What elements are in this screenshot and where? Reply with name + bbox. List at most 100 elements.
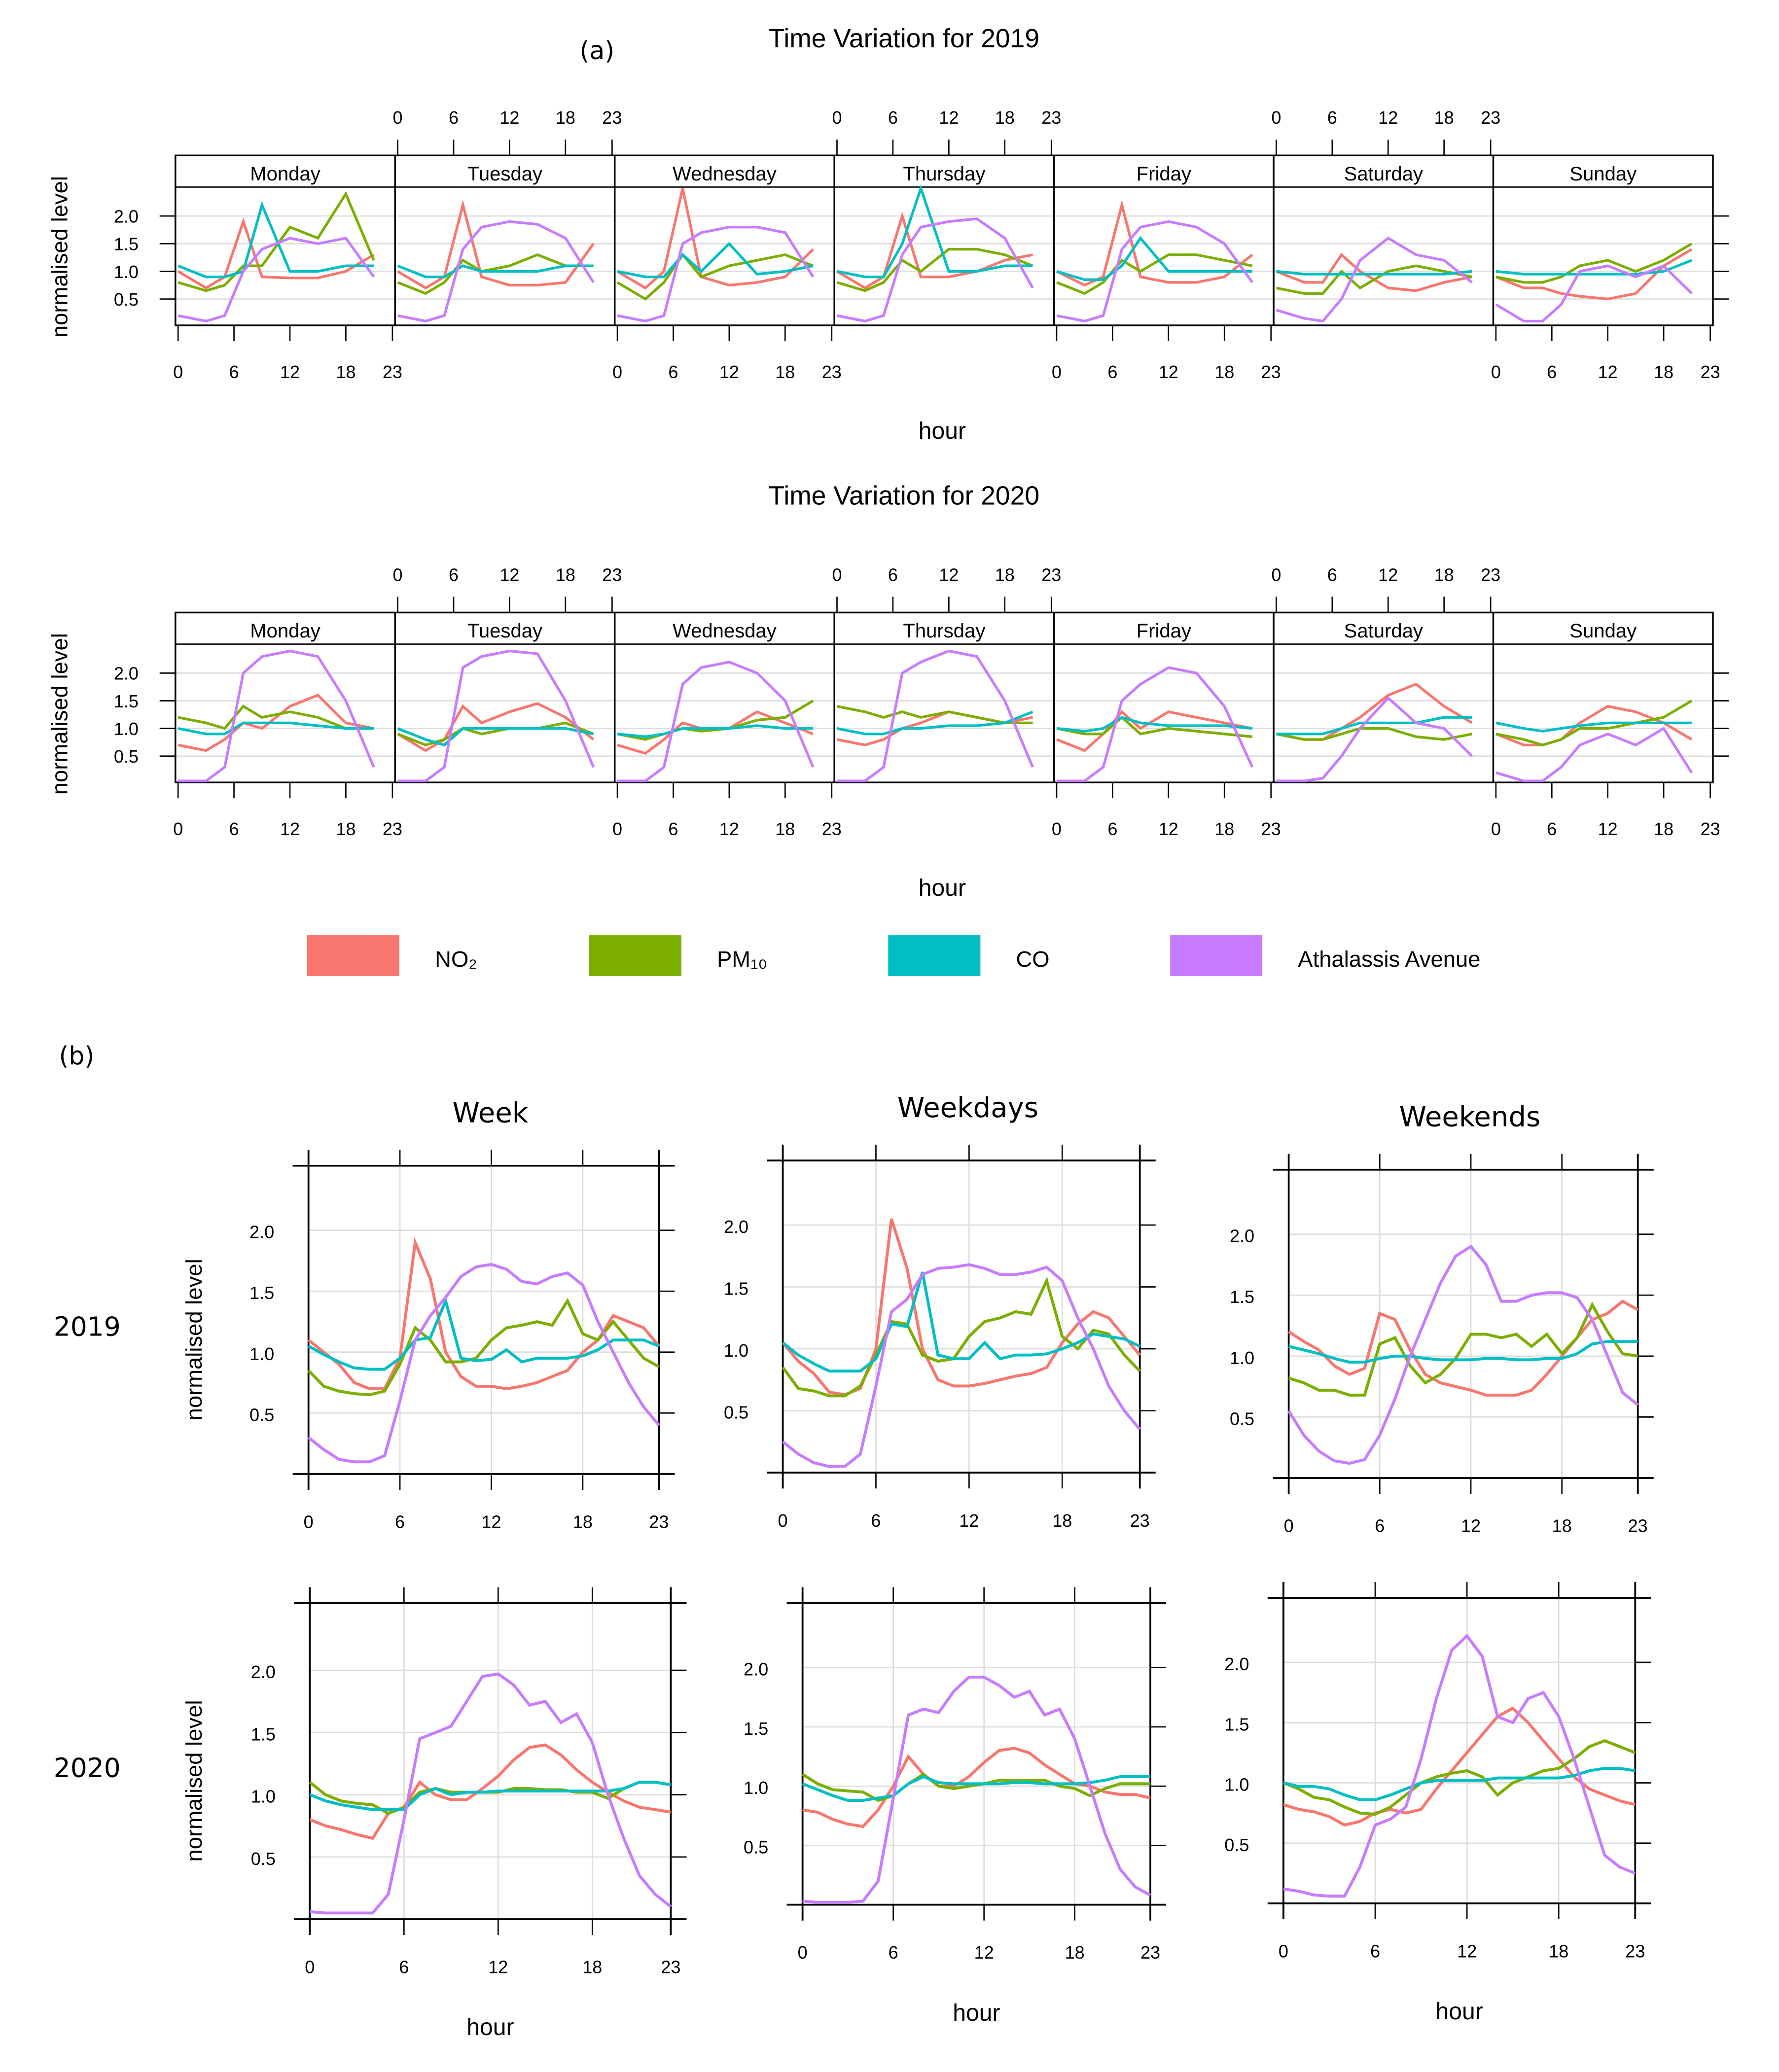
y-tick-label: 1.5 [1230, 1287, 1254, 1307]
strip-label-saturday: Saturday [1344, 163, 1423, 185]
x-tick-label: 12 [1159, 362, 1178, 382]
y-axis-label: normalised level [181, 1259, 207, 1420]
x-tick-label: 6 [395, 1511, 405, 1532]
y-tick-label: 2.0 [114, 207, 139, 227]
y-axis-label: normalised level [47, 176, 72, 338]
x-tick-label: 18 [1434, 564, 1454, 585]
x-axis-label: hour [919, 875, 966, 901]
x-tick-label: 0 [1491, 819, 1501, 839]
x-tick-label: 6 [1327, 564, 1337, 585]
x-tick-label: 6 [1107, 819, 1117, 839]
x-tick-label: 23 [1041, 564, 1061, 585]
x-tick-label: 0 [1052, 819, 1062, 839]
series-line-pm10 [836, 705, 1033, 725]
chart-title: Time Variation for 2020 [769, 481, 1039, 510]
x-tick-label: 0 [778, 1510, 788, 1531]
series-line-no2 [1283, 1706, 1636, 1827]
x-tick-label: 0 [612, 819, 622, 839]
series-line-no2 [1056, 710, 1253, 752]
strip-label-saturday: Saturday [1344, 620, 1423, 642]
strip-label-friday: Friday [1137, 620, 1191, 642]
strip-label-sunday: Sunday [1569, 163, 1637, 185]
x-tick-label: 12 [1159, 819, 1178, 839]
series-line-co [1056, 236, 1252, 281]
x-tick-label: 6 [668, 362, 678, 382]
series-line-athalassis-avenue [782, 1263, 1141, 1468]
y-tick-label: 1.5 [1224, 1714, 1249, 1734]
y-tick-label: 0.5 [744, 1837, 768, 1857]
small-chart-2019-week: 0 6 12 18 23 0.5 1.0 1.5 2.0 Week normalised level… [54, 1097, 675, 1532]
x-tick-label: 12 [1378, 107, 1398, 128]
x-tick-label: 12 [719, 362, 739, 382]
x-tick-label: 6 [1375, 1515, 1385, 1536]
legend-swatch-no2 [307, 935, 400, 976]
x-tick-label: 18 [573, 1511, 593, 1532]
x-tick-label: 0 [612, 362, 622, 382]
x-tick-label: 6 [1370, 1941, 1380, 1962]
x-tick-label: 23 [1481, 564, 1500, 585]
plot-frame [175, 154, 1714, 326]
series-line-pm10 [1495, 700, 1693, 747]
series-line-athalassis-avenue [1287, 1244, 1639, 1465]
x-tick-label: 18 [1654, 819, 1673, 839]
small-chart-2020-week: 0 6 12 18 23 0.5 1.0 1.5 2.0 hour normalised level… [54, 1587, 687, 2040]
series-line-co [1276, 716, 1472, 736]
y-tick-label: 0.5 [1224, 1835, 1249, 1855]
series-line-co [397, 264, 594, 279]
x-tick-label: 18 [1434, 107, 1454, 128]
series-line-pm10 [802, 1772, 1151, 1802]
x-tick-label: 0 [305, 1957, 315, 1977]
x-tick-label: 0 [1271, 564, 1281, 585]
x-tick-label: 23 [1481, 107, 1500, 128]
x-tick-label: 23 [383, 362, 402, 382]
y-tick-label: 0.5 [724, 1403, 748, 1423]
series-line-pm10 [1288, 1301, 1638, 1397]
series-line-co [178, 201, 374, 279]
series-line-co [178, 721, 374, 736]
series-line-pm10 [307, 1298, 660, 1397]
y-axis-label: normalised level [181, 1700, 207, 1861]
x-tick-label: 6 [399, 1957, 409, 1977]
series-line-athalassis-avenue [397, 220, 595, 323]
x-tick-label: 12 [499, 107, 519, 128]
x-tick-label: 6 [229, 819, 239, 839]
x-tick-label: 12 [959, 1510, 979, 1531]
plot-frame [175, 611, 1714, 783]
series-line-athalassis-avenue [802, 1676, 1151, 1904]
y-tick-label: 1.0 [251, 1787, 276, 1807]
row-label-year: 2019 [54, 1311, 121, 1342]
x-tick-label: 12 [719, 819, 739, 839]
x-tick-label: 12 [939, 107, 959, 128]
series-line-co [836, 710, 1033, 736]
series-line-athalassis-avenue [1056, 220, 1254, 323]
y-tick-label: 2.0 [744, 1659, 768, 1680]
legend-label-pm10: PM₁₀ [717, 947, 767, 972]
series-line-co [617, 724, 814, 738]
small-chart-2019-weekends: 0 6 12 18 23 0.5 1.0 1.5 2.0 Weekends [1230, 1101, 1654, 1536]
legend-label-athalassis-avenue: Athalassis Avenue [1298, 947, 1480, 972]
series-line-athalassis-avenue [836, 217, 1034, 323]
series-line-athalassis-avenue [617, 661, 815, 782]
y-tick-label: 2.0 [724, 1217, 748, 1237]
panel-a-label: (a) [579, 36, 614, 65]
series-line-athalassis-avenue [1276, 236, 1473, 323]
series-line-no2 [616, 188, 814, 290]
x-tick-label: 6 [229, 362, 239, 382]
legend: NO₂ PM₁₀ CO Athalassis Avenue [307, 935, 1481, 976]
x-tick-label: 23 [602, 564, 622, 585]
small-chart-2020-weekdays: 0 6 12 18 23 0.5 1.0 1.5 2.0 hour [744, 1587, 1167, 2026]
x-tick-label: 12 [1378, 564, 1398, 585]
x-tick-label: 0 [1052, 362, 1062, 382]
y-tick-label: 1.0 [744, 1778, 768, 1798]
series-line-pm10 [178, 191, 375, 292]
x-tick-label: 0 [393, 564, 403, 585]
legend-swatch-co [888, 935, 981, 976]
small-chart-2019-weekdays: 0 6 12 18 23 0.5 1.0 1.5 2.0 Weekdays [724, 1092, 1156, 1531]
series-line-athalassis-avenue [178, 237, 375, 323]
x-tick-label: 12 [1598, 819, 1618, 839]
x-tick-label: 6 [888, 107, 898, 128]
strip-label-tuesday: Tuesday [467, 163, 542, 185]
series-line-no2 [397, 200, 595, 290]
strip-label-wednesday: Wednesday [673, 163, 777, 185]
